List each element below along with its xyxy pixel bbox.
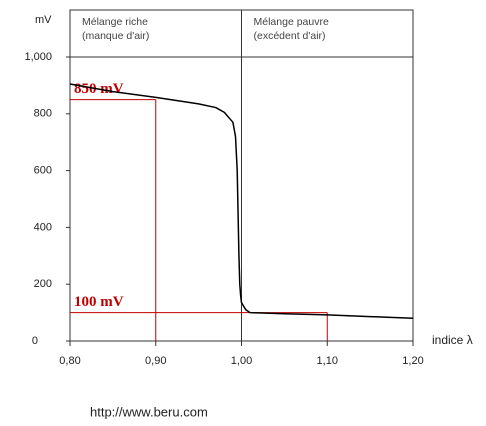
y-tick-label: 400 xyxy=(34,221,52,233)
x-tick-label: 1,20 xyxy=(402,355,423,367)
region-label: (manque d'air) xyxy=(82,30,149,42)
x-axis-label: indice λ xyxy=(432,333,473,347)
x-tick-label: 0,80 xyxy=(59,355,80,367)
y-tick-label: 600 xyxy=(34,165,52,177)
marker-label: 100 mV xyxy=(74,294,124,310)
region-label: (excédent d'air) xyxy=(254,30,326,42)
x-tick-label: 1,00 xyxy=(231,355,252,367)
y-tick-label: 0 xyxy=(32,335,38,347)
x-tick-label: 1,10 xyxy=(317,355,338,367)
y-axis-label: mV xyxy=(35,14,52,26)
y-tick-label: 800 xyxy=(34,108,52,120)
y-tick-label: 200 xyxy=(34,278,52,290)
series-line xyxy=(69,83,414,320)
x-tick-label: 0,90 xyxy=(145,355,166,367)
region-label: Mélange pauvre xyxy=(254,16,329,28)
source: http://www.beru.com xyxy=(90,404,208,419)
y-tick-label: 1,000 xyxy=(24,51,52,63)
region-label: Mélange riche xyxy=(82,16,148,28)
